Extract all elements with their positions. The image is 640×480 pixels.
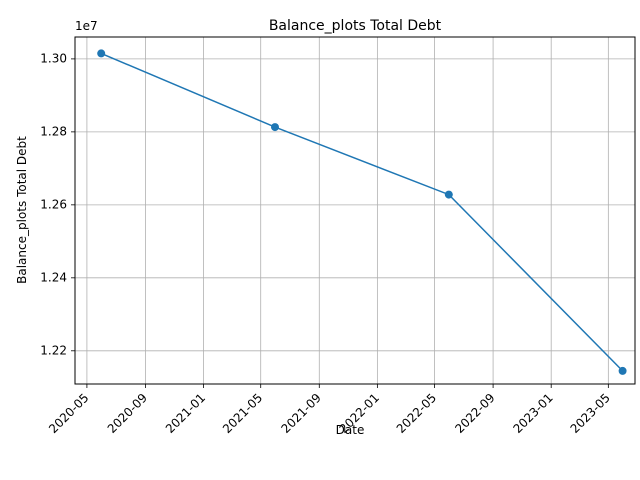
y-tick-label: 1.22	[40, 343, 67, 357]
data-point	[444, 190, 453, 199]
chart-title: Balance_plots Total Debt	[269, 18, 442, 34]
data-point	[97, 49, 106, 58]
y-axis-ticks: 1.22 1.24 1.26 1.28 1.30	[40, 51, 75, 357]
y-offset-label: 1e7	[75, 19, 98, 33]
data-point	[618, 366, 627, 375]
grid	[75, 37, 635, 384]
series-layer	[97, 49, 627, 375]
plot-frame	[74, 36, 636, 385]
series-line	[100, 52, 624, 372]
y-tick-label: 1.28	[40, 124, 67, 138]
y-tick-label: 1.24	[40, 270, 67, 284]
y-tick-label: 1.26	[40, 197, 67, 211]
x-axis-title: Date	[336, 423, 365, 437]
y-tick-label: 1.30	[40, 51, 67, 65]
y-axis-title: Balance_plots Total Debt	[15, 136, 29, 284]
data-point	[271, 123, 279, 132]
